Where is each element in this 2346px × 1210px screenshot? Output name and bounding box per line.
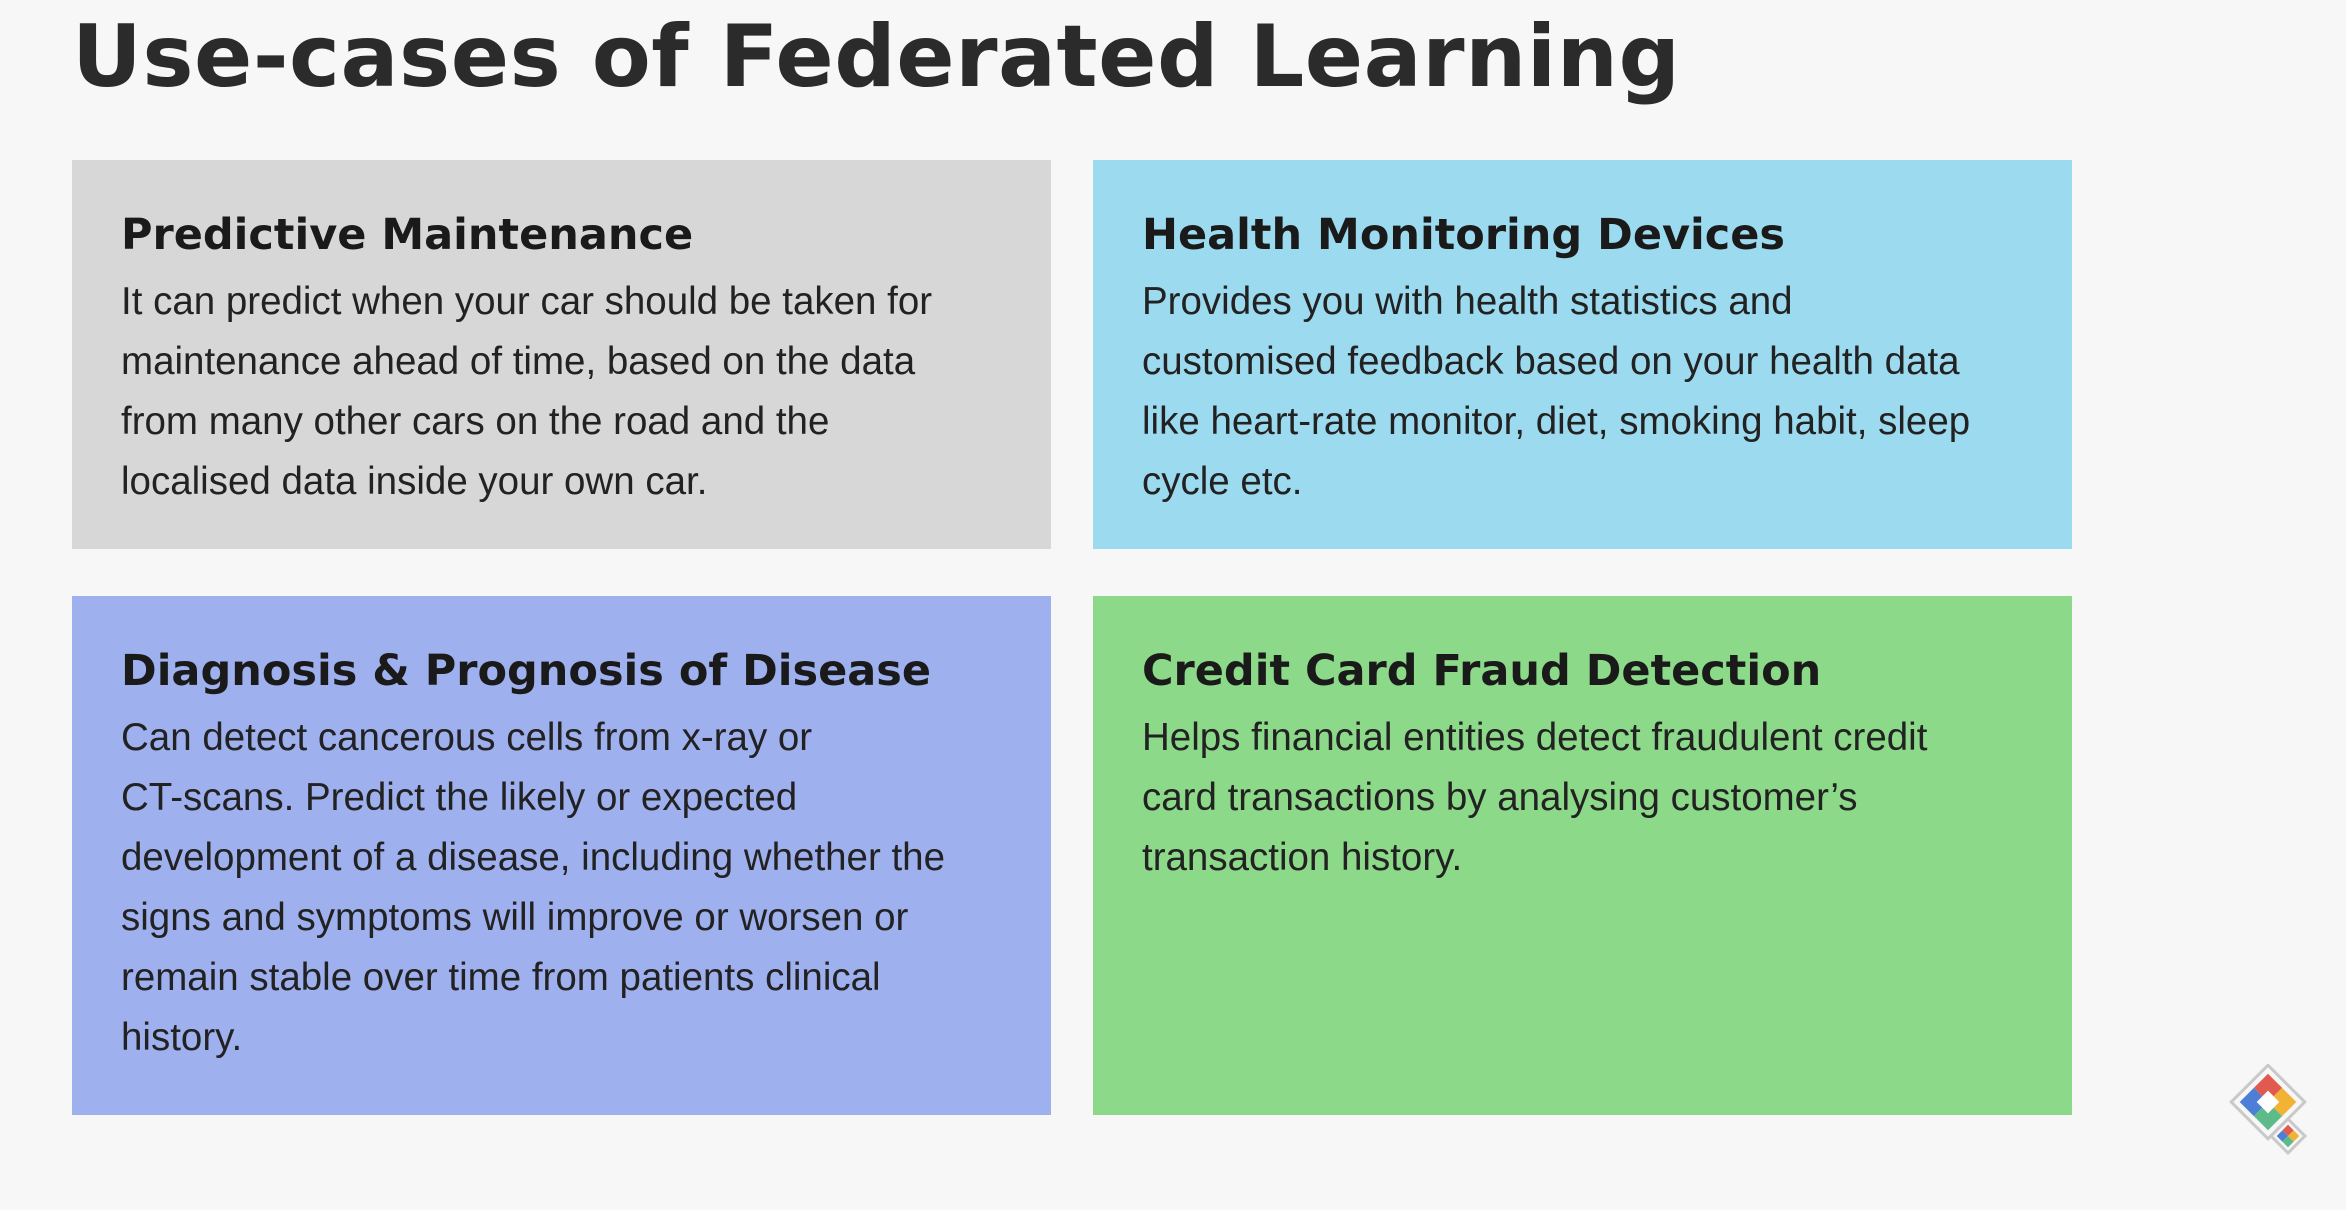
card-body-line: cycle etc.	[1142, 460, 1303, 503]
card-body-line: history.	[121, 1016, 243, 1059]
card-body: Helps financial entities detect fraudule…	[1142, 708, 2024, 888]
card-body-line: signs and symptoms will improve or worse…	[121, 896, 909, 939]
card-body-line: remain stable over time from patients cl…	[121, 956, 881, 999]
card-body-line: CT-scans. Predict the likely or expected	[121, 776, 798, 819]
card-body: It can predict when your car should be t…	[121, 272, 1003, 512]
card-body: Can detect cancerous cells from x-ray or…	[121, 708, 1003, 1068]
card-body-line: from many other cars on the road and the	[121, 400, 830, 443]
card-body: Provides you with health statistics and …	[1142, 272, 2024, 512]
card-health-monitoring-devices: Health Monitoring Devices Provides you w…	[1093, 160, 2072, 549]
card-body-line: It can predict when your car should be t…	[121, 280, 933, 323]
card-body-line: Helps financial entities detect fraudule…	[1142, 716, 1928, 759]
card-body-line: Can detect cancerous cells from x-ray or	[121, 716, 813, 759]
card-diagnosis-prognosis: Diagnosis & Prognosis of Disease Can det…	[72, 596, 1051, 1115]
diamond-logo-icon	[2228, 1063, 2318, 1164]
card-predictive-maintenance: Predictive Maintenance It can predict wh…	[72, 160, 1051, 549]
card-body-line: Provides you with health statistics and	[1142, 280, 1793, 323]
slide-title: Use-cases of Federated Learning	[72, 7, 1681, 107]
card-body-line: card transactions by analysing customer’…	[1142, 776, 1858, 819]
card-body-line: localised data inside your own car.	[121, 460, 708, 503]
card-body-line: development of a disease, including whet…	[121, 836, 946, 879]
card-title: Credit Card Fraud Detection	[1142, 646, 1822, 696]
card-title: Health Monitoring Devices	[1142, 210, 1786, 260]
card-body-line: transaction history.	[1142, 836, 1463, 879]
card-title: Diagnosis & Prognosis of Disease	[121, 646, 932, 696]
card-body-line: like heart-rate monitor, diet, smoking h…	[1142, 400, 1971, 443]
card-body-line: customised feedback based on your health…	[1142, 340, 1960, 383]
card-credit-card-fraud-detection: Credit Card Fraud Detection Helps financ…	[1093, 596, 2072, 1115]
card-title: Predictive Maintenance	[121, 210, 694, 260]
diamond-logo-icon-svg	[2229, 1063, 2308, 1156]
card-body-line: maintenance ahead of time, based on the …	[121, 340, 916, 383]
